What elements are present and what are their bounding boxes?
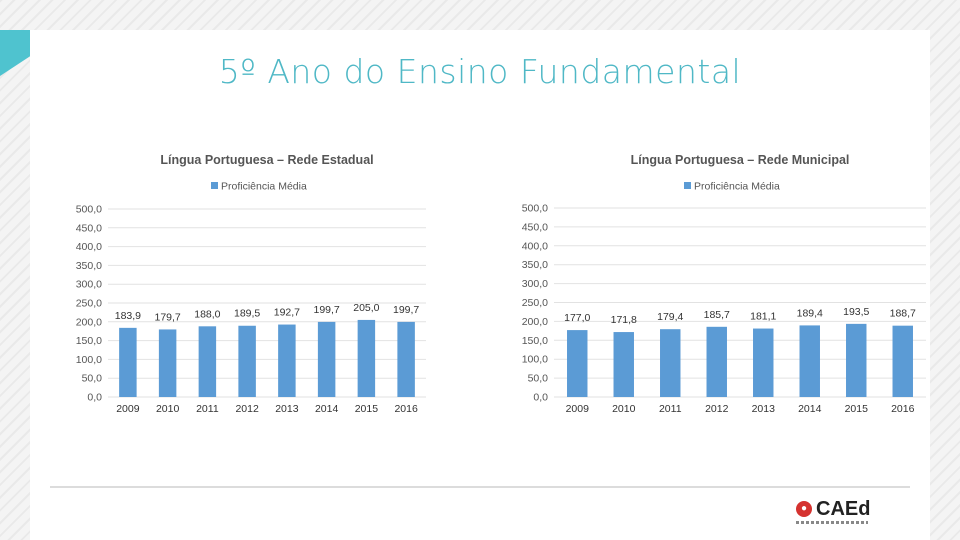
data-label: 185,7 xyxy=(704,309,730,321)
y-tick-label: 150,0 xyxy=(76,335,102,347)
chart-rede-estadual: Língua Portuguesa – Rede Estadual Profici… xyxy=(60,146,440,428)
x-tick-label: 2014 xyxy=(315,403,339,415)
x-tick-label: 2013 xyxy=(275,403,299,415)
x-tick-label: 2016 xyxy=(394,403,418,415)
x-tick-label: 2012 xyxy=(235,403,259,415)
y-tick-label: 150,0 xyxy=(522,335,548,347)
data-label: 179,4 xyxy=(657,311,683,323)
bar-2016 xyxy=(397,321,415,397)
bar-2014 xyxy=(317,321,336,397)
logo-text: CAEd xyxy=(816,498,871,520)
chart-rede-municipal: Língua Portuguesa – Rede Municipal Profic… xyxy=(508,146,938,428)
data-label: 205,0 xyxy=(353,302,379,314)
footer-divider xyxy=(50,486,910,488)
y-tick-label: 400,0 xyxy=(522,240,548,252)
x-tick-label: 2014 xyxy=(798,403,822,415)
bar-2009 xyxy=(119,327,137,397)
bar-2013 xyxy=(753,328,774,397)
x-tick-label: 2010 xyxy=(156,403,180,415)
y-tick-label: 100,0 xyxy=(522,354,548,366)
x-tick-label: 2011 xyxy=(659,403,682,415)
y-tick-label: 500,0 xyxy=(76,204,102,216)
data-label: 199,7 xyxy=(393,304,419,316)
y-tick-label: 350,0 xyxy=(522,259,548,271)
page-title: 5º Ano do Ensino Fundamental xyxy=(218,52,742,91)
x-tick-label: 2012 xyxy=(705,403,729,415)
x-tick-label: 2009 xyxy=(116,403,140,415)
logo-tagline-decoration xyxy=(796,521,868,524)
data-label: 188,0 xyxy=(194,308,220,320)
x-tick-label: 2015 xyxy=(355,403,379,415)
y-tick-label: 250,0 xyxy=(522,297,548,309)
caed-logo-icon: ● xyxy=(796,501,812,517)
slide-panel xyxy=(30,30,930,540)
x-tick-label: 2011 xyxy=(196,403,219,415)
bar-2015 xyxy=(357,319,376,397)
y-tick-label: 0,0 xyxy=(87,392,102,404)
y-tick-label: 200,0 xyxy=(522,316,548,328)
y-tick-label: 50,0 xyxy=(528,373,549,385)
data-label: 199,7 xyxy=(313,304,339,316)
y-tick-label: 450,0 xyxy=(522,221,548,233)
data-label: 177,0 xyxy=(564,312,590,324)
data-label: 189,5 xyxy=(234,308,260,320)
bar-2012 xyxy=(706,326,727,397)
data-label: 192,7 xyxy=(274,307,300,319)
chart-title: Língua Portuguesa – Rede Estadual xyxy=(160,153,373,167)
chart-title: Língua Portuguesa – Rede Municipal xyxy=(631,153,850,167)
data-label: 183,9 xyxy=(115,310,141,322)
data-label: 188,7 xyxy=(890,308,916,320)
x-tick-label: 2009 xyxy=(566,403,590,415)
data-label: 189,4 xyxy=(797,307,823,319)
bar-2015 xyxy=(846,323,867,397)
y-tick-label: 300,0 xyxy=(522,278,548,290)
legend-swatch xyxy=(684,182,691,189)
y-tick-label: 300,0 xyxy=(76,279,102,291)
bar-2014 xyxy=(799,325,820,397)
bar-2010 xyxy=(158,329,177,397)
bar-2013 xyxy=(278,324,296,397)
chart-rede-municipal-svg: Língua Portuguesa – Rede Municipal Profic… xyxy=(522,153,926,415)
data-label: 179,7 xyxy=(154,311,180,323)
data-label: 181,1 xyxy=(750,311,776,323)
y-tick-label: 200,0 xyxy=(76,316,102,328)
x-tick-label: 2013 xyxy=(752,403,776,415)
y-tick-label: 0,0 xyxy=(533,392,548,404)
legend-label: Proficiência Média xyxy=(221,181,307,193)
legend-swatch xyxy=(211,182,218,189)
legend-label: Proficiência Média xyxy=(694,181,780,193)
bar-2016 xyxy=(892,325,913,397)
y-tick-label: 350,0 xyxy=(76,260,102,272)
bar-2010 xyxy=(613,332,634,397)
bar-2011 xyxy=(198,326,217,397)
data-label: 171,8 xyxy=(611,314,637,326)
y-tick-label: 100,0 xyxy=(76,354,102,366)
y-tick-label: 450,0 xyxy=(76,222,102,234)
x-tick-label: 2016 xyxy=(891,403,915,415)
data-label: 193,5 xyxy=(843,306,869,318)
y-tick-label: 50,0 xyxy=(82,373,103,385)
y-tick-label: 500,0 xyxy=(522,203,548,215)
bar-2009 xyxy=(567,330,588,397)
y-tick-label: 400,0 xyxy=(76,241,102,253)
bar-2012 xyxy=(238,325,256,397)
caed-logo: ● CAEd xyxy=(796,499,886,529)
x-tick-label: 2015 xyxy=(845,403,869,415)
x-tick-label: 2010 xyxy=(612,403,636,415)
bar-2011 xyxy=(660,329,681,397)
y-tick-label: 250,0 xyxy=(76,298,102,310)
chart-rede-estadual-svg: Língua Portuguesa – Rede Estadual Profici… xyxy=(76,153,426,415)
